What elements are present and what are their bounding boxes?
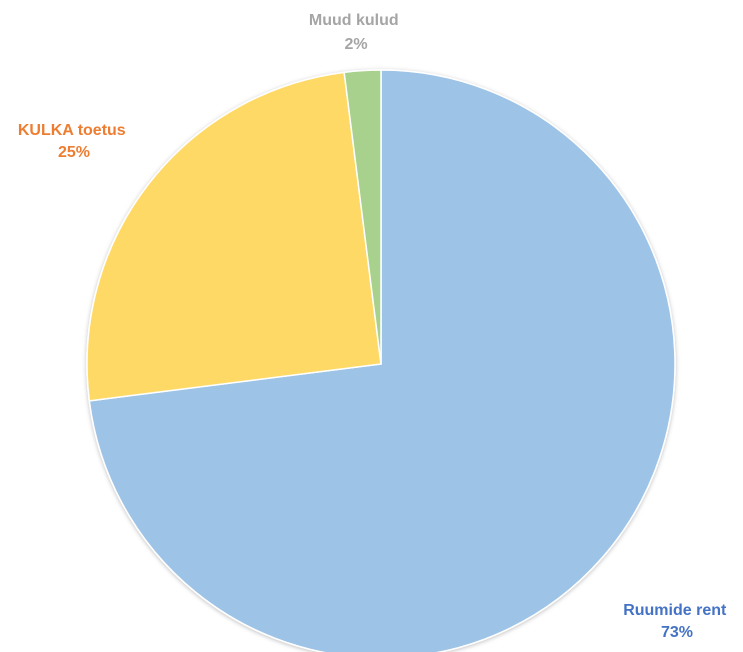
slice-name: Muud kulud	[309, 12, 399, 29]
pie-slice-ruumide-rent	[88, 69, 676, 652]
slice-percent: 2%	[344, 36, 367, 53]
slice-label-muud-kulud: Muud kulud 2%	[309, 12, 403, 53]
pie-slice-muud-kulud	[343, 69, 382, 365]
slice-name: Ruumide rent	[623, 602, 727, 619]
pie-slices	[86, 69, 676, 652]
slice-label-ruumide-rent: Ruumide rent 73%	[623, 602, 731, 641]
pie-slice-kulka-toetus	[86, 71, 382, 402]
slice-percent: 25%	[58, 144, 90, 161]
slice-percent: 73%	[661, 624, 693, 641]
slice-name: KULKA toetus	[18, 122, 126, 139]
slice-label-kulka-toetus: KULKA toetus 25%	[18, 122, 130, 161]
